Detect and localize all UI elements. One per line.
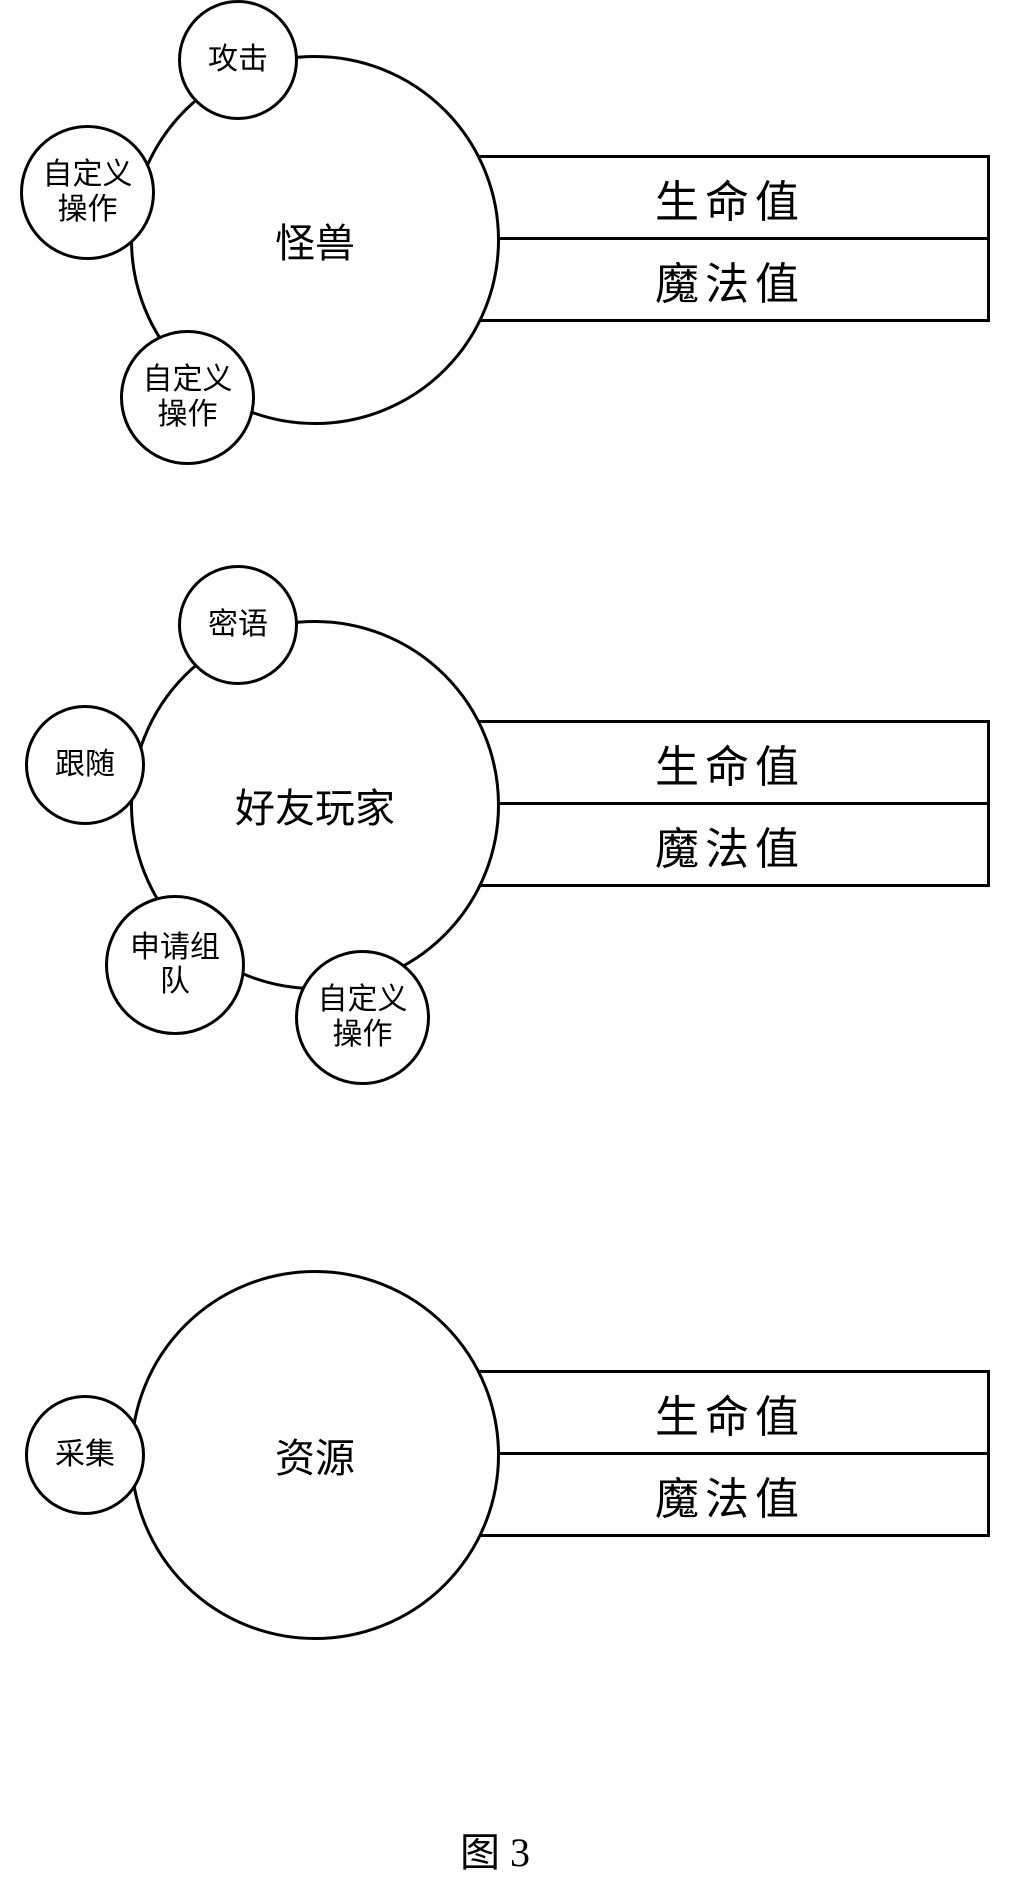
monster-label: 怪兽 — [275, 211, 355, 269]
resource-mp-bar: 魔法值 — [470, 1452, 990, 1537]
friend-sat-whisper-label: 密语 — [208, 608, 268, 643]
friend-hp-bar: 生命值 — [470, 720, 990, 805]
friend-hp-label: 生命值 — [655, 731, 805, 795]
friend-sat-custom-label: 自定义操作 — [318, 983, 408, 1052]
monster-sat-custom1-label: 自定义操作 — [43, 158, 133, 227]
figure-caption: 图 3 — [460, 1820, 530, 1878]
friend-label: 好友玩家 — [235, 776, 395, 834]
friend-mp-bar: 魔法值 — [470, 802, 990, 887]
resource-sat-gather: 采集 — [25, 1395, 145, 1515]
resource-hp-bar: 生命值 — [470, 1370, 990, 1455]
resource-label: 资源 — [275, 1426, 355, 1484]
diagram-canvas: 生命值 魔法值 怪兽 攻击 自定义操作 自定义操作 生命值 魔法值 好友玩家 密… — [0, 0, 1027, 1901]
friend-mp-label: 魔法值 — [655, 813, 805, 877]
monster-hp-label: 生命值 — [655, 166, 805, 230]
resource-circle: 资源 — [130, 1270, 500, 1640]
monster-mp-label: 魔法值 — [655, 248, 805, 312]
friend-sat-custom: 自定义操作 — [295, 950, 430, 1085]
monster-hp-bar: 生命值 — [470, 155, 990, 240]
friend-sat-team: 申请组队 — [105, 895, 245, 1035]
monster-sat-custom1: 自定义操作 — [20, 125, 155, 260]
resource-sat-gather-label: 采集 — [55, 1438, 115, 1473]
monster-mp-bar: 魔法值 — [470, 237, 990, 322]
resource-mp-label: 魔法值 — [655, 1463, 805, 1527]
friend-sat-team-label: 申请组队 — [130, 931, 220, 1000]
friend-sat-follow: 跟随 — [25, 705, 145, 825]
monster-sat-attack-label: 攻击 — [208, 43, 268, 78]
monster-sat-custom2: 自定义操作 — [120, 330, 255, 465]
friend-sat-follow-label: 跟随 — [55, 748, 115, 783]
resource-hp-label: 生命值 — [655, 1381, 805, 1445]
monster-sat-attack: 攻击 — [178, 0, 298, 120]
monster-sat-custom2-label: 自定义操作 — [143, 363, 233, 432]
friend-sat-whisper: 密语 — [178, 565, 298, 685]
